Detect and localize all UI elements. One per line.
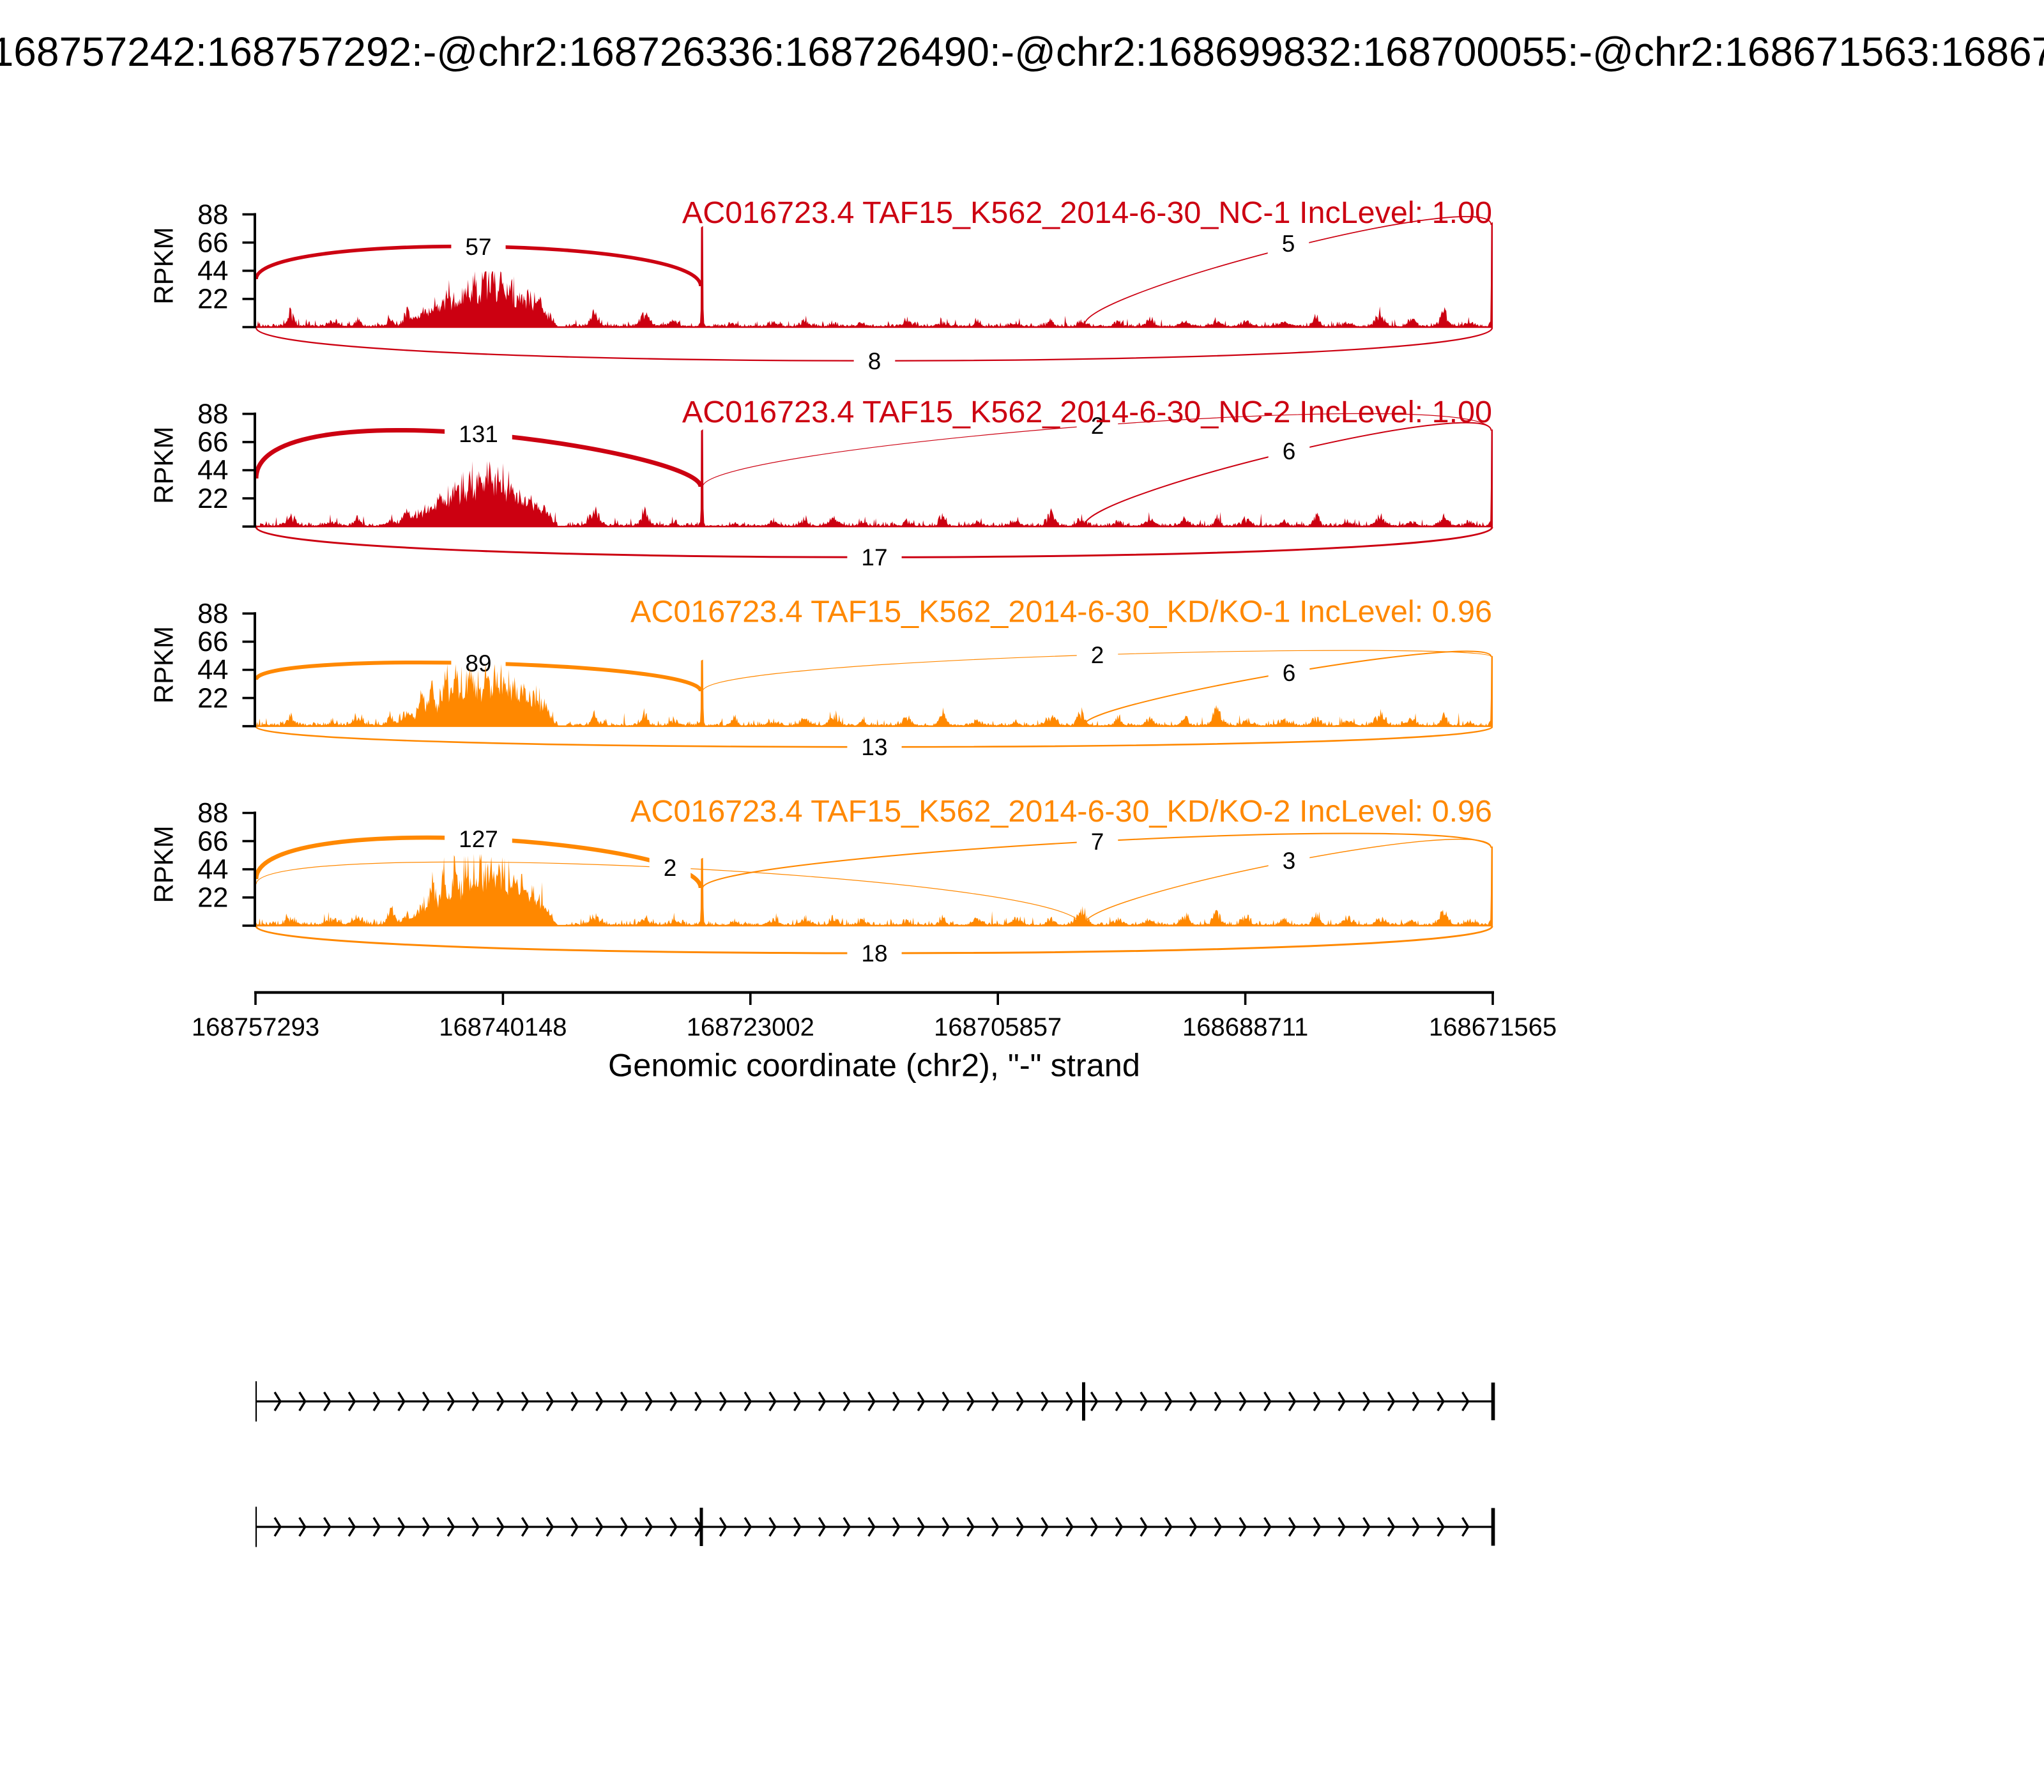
- svg-text:44: 44: [197, 854, 228, 885]
- svg-text:AC016723.4 TAF15_K562_2014-6-3: AC016723.4 TAF15_K562_2014-6-30_NC-1 Inc…: [682, 195, 1492, 230]
- svg-text:17: 17: [861, 544, 887, 571]
- svg-text:22: 22: [197, 683, 228, 714]
- svg-text:168723002: 168723002: [687, 1013, 814, 1041]
- svg-text:66: 66: [197, 427, 228, 458]
- svg-text:168757293: 168757293: [192, 1013, 319, 1041]
- svg-text:127: 127: [459, 826, 498, 852]
- svg-text:44: 44: [197, 456, 228, 486]
- svg-text:RPKM: RPKM: [149, 427, 179, 504]
- svg-text:RPKM: RPKM: [149, 626, 179, 703]
- svg-text:168671565: 168671565: [1429, 1013, 1557, 1041]
- svg-text:AC016723.4 TAF15_K562_2014-6-3: AC016723.4 TAF15_K562_2014-6-30_NC-2 Inc…: [682, 395, 1492, 429]
- svg-text:66: 66: [197, 627, 228, 657]
- svg-text:2: 2: [1091, 413, 1104, 439]
- svg-text:88: 88: [197, 399, 228, 430]
- svg-text:66: 66: [197, 826, 228, 857]
- svg-text:6: 6: [1283, 660, 1296, 686]
- svg-text:22: 22: [197, 284, 228, 315]
- svg-text:2: 2: [664, 855, 677, 881]
- svg-text:131: 131: [459, 421, 498, 447]
- svg-text:168705857: 168705857: [934, 1013, 1062, 1041]
- svg-text:6: 6: [1283, 438, 1296, 464]
- svg-text:57: 57: [465, 234, 491, 260]
- svg-text:3: 3: [1283, 848, 1296, 874]
- svg-text:13: 13: [861, 734, 887, 760]
- svg-text:89: 89: [465, 650, 491, 677]
- svg-text:18: 18: [861, 940, 887, 967]
- svg-text:168740148: 168740148: [439, 1013, 567, 1041]
- svg-text:chr2:168757242:168757292:-@chr: chr2:168757242:168757292:-@chr2:16872633…: [0, 29, 2044, 75]
- svg-text:44: 44: [197, 256, 228, 287]
- svg-text:AC016723.4 TAF15_K562_2014-6-3: AC016723.4 TAF15_K562_2014-6-30_KD/KO-1 …: [630, 595, 1492, 629]
- svg-text:88: 88: [197, 599, 228, 629]
- svg-text:2: 2: [1091, 642, 1104, 668]
- svg-text:22: 22: [197, 484, 228, 514]
- svg-text:66: 66: [197, 227, 228, 258]
- svg-text:168688711: 168688711: [1182, 1013, 1308, 1041]
- svg-text:88: 88: [197, 798, 228, 829]
- svg-text:8: 8: [868, 348, 881, 374]
- svg-text:88: 88: [197, 199, 228, 230]
- svg-text:RPKM: RPKM: [149, 825, 179, 903]
- svg-text:44: 44: [197, 655, 228, 685]
- svg-text:Genomic coordinate (chr2), "-": Genomic coordinate (chr2), "-" strand: [608, 1047, 1140, 1084]
- svg-text:22: 22: [197, 883, 228, 914]
- svg-text:AC016723.4 TAF15_K562_2014-6-3: AC016723.4 TAF15_K562_2014-6-30_KD/KO-2 …: [630, 794, 1492, 829]
- svg-text:RPKM: RPKM: [149, 227, 179, 304]
- svg-text:5: 5: [1282, 231, 1295, 257]
- svg-text:7: 7: [1091, 829, 1104, 855]
